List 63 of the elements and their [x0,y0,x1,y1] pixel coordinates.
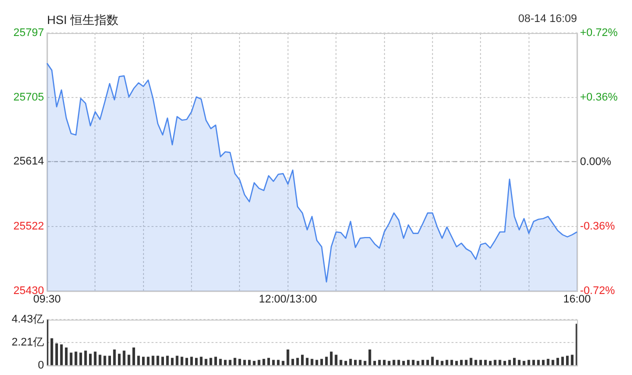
x-tick-label: 09:30 [33,294,61,306]
bar [364,360,366,366]
bar [484,360,487,366]
bar [508,360,511,366]
y-tick-label: 0 [38,359,44,372]
bar [286,350,290,366]
bar [79,352,82,366]
bar [113,350,116,366]
bar [243,360,246,366]
bar [94,352,97,366]
bar [272,360,275,366]
chart-title: HSI 恒生指数 [47,12,118,29]
bar [258,360,260,366]
y-tick-label: 25522 [13,220,44,232]
x-tick-label: 16:00 [563,294,591,306]
bar [537,360,540,366]
y-tick-label: 25705 [13,92,44,104]
bar [137,356,140,366]
bar [50,338,54,366]
y-tick-label: 25797 [13,27,44,40]
bar [60,344,63,366]
text: 08-14 16:09 [518,13,577,25]
bar [219,358,222,366]
bar [561,356,564,366]
y-tick-label: 2.21亿 [12,336,44,349]
bar [74,352,78,366]
bar [570,354,574,366]
y2-tick-label: +0.72% [580,27,618,40]
bar [310,358,314,366]
bar [166,356,169,366]
bar [132,347,136,366]
y2-tick-label: +0.36% [580,92,618,104]
bar [70,352,72,366]
bar [334,354,338,366]
bar [455,360,458,366]
bar [152,356,154,366]
bar [84,350,87,366]
bar [522,360,526,366]
y2-tick-label: -0.36% [580,220,616,233]
y2-tick-label: 0.00% [580,156,612,168]
bar [301,354,304,366]
bar [330,352,333,366]
y-tick-label: 4.43亿 [12,314,44,326]
bar [64,347,68,366]
bar [378,360,381,366]
bar [325,356,328,366]
bar [190,356,193,366]
bar [55,343,58,366]
x-tick-label: 12:00/13:00 [258,294,317,306]
y-tick-label: 25614 [13,156,44,168]
bar [431,356,434,366]
bar [89,354,92,366]
bar [402,360,405,366]
bar [416,360,420,366]
bar [470,358,472,366]
bar [349,358,352,366]
bar [122,350,126,366]
bar [128,354,130,366]
bar [296,358,299,366]
bar [118,354,121,366]
bar [98,354,102,366]
bar [368,350,372,366]
bar [204,358,208,366]
